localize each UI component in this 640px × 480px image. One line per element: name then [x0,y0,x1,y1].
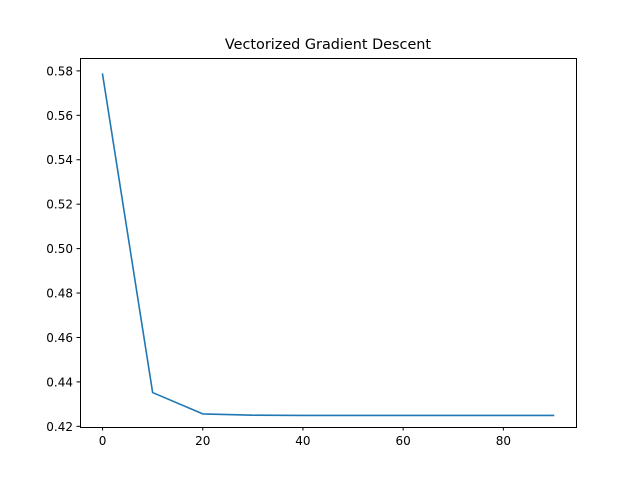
y-tick-label: 0.58 [46,64,73,78]
y-tick-label: 0.44 [46,375,73,389]
x-tick-label: 20 [195,434,210,448]
series-line [101,73,555,417]
series-layer [101,73,555,417]
y-tick-label: 0.54 [46,153,73,167]
y-tick-label: 0.50 [46,242,73,256]
y-tick-label: 0.48 [46,287,73,301]
plot-area-frame [80,58,577,428]
y-tick-label: 0.52 [46,198,73,212]
ticks-layer: 0 20 40 60 80 0.42 0.44 0.46 0.48 0.50 0.52 0.54 0.5… [46,64,511,448]
y-tick-label: 0.46 [46,331,73,345]
x-tick-label: 0 [99,434,107,448]
y-tick-label: 0.56 [46,109,73,123]
x-tick-label: 60 [396,434,411,448]
x-tick-label: 80 [496,434,511,448]
x-tick-label: 40 [295,434,310,448]
y-tick-label: 0.42 [46,420,73,434]
chart-title: Vectorized Gradient Descent [225,37,431,53]
